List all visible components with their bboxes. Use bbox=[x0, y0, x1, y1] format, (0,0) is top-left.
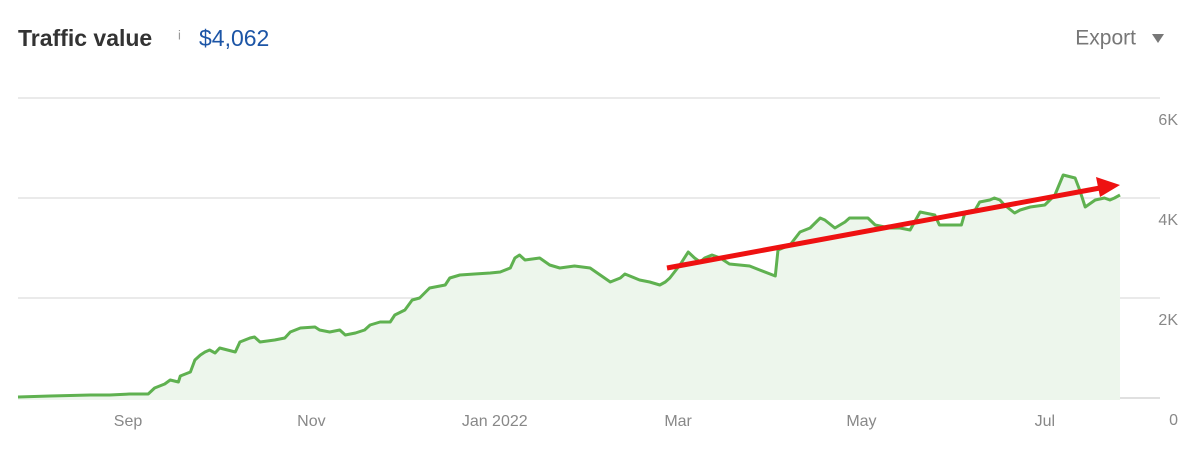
trend-arrow-shaft bbox=[666, 185, 1101, 271]
x-tick-label: Nov bbox=[297, 413, 325, 430]
y-tick-label: 0 bbox=[1169, 412, 1178, 429]
plot-area: 0 2K 4K 6K Sep Nov Jan 2022 Mar May Jul bbox=[17, 97, 1178, 430]
headline-value: $4,062 bbox=[199, 25, 269, 51]
y-tick-label: 4K bbox=[1158, 212, 1178, 229]
x-tick-label: Jan 2022 bbox=[462, 413, 528, 430]
export-caret[interactable] bbox=[1152, 34, 1164, 43]
info-icon[interactable]: i bbox=[178, 27, 181, 42]
y-tick-label: 6K bbox=[1158, 112, 1178, 129]
x-tick-label: Jul bbox=[1035, 413, 1055, 430]
y-tick-label: 2K bbox=[1158, 312, 1178, 329]
trend-arrow-head bbox=[1096, 177, 1120, 197]
area-fill bbox=[18, 175, 1120, 400]
x-tick-label: May bbox=[846, 413, 876, 430]
chart-title: Traffic value bbox=[18, 25, 152, 51]
export-button[interactable]: Export bbox=[1075, 27, 1136, 50]
x-tick-label: Mar bbox=[664, 413, 692, 430]
x-tick-label: Sep bbox=[114, 413, 143, 430]
